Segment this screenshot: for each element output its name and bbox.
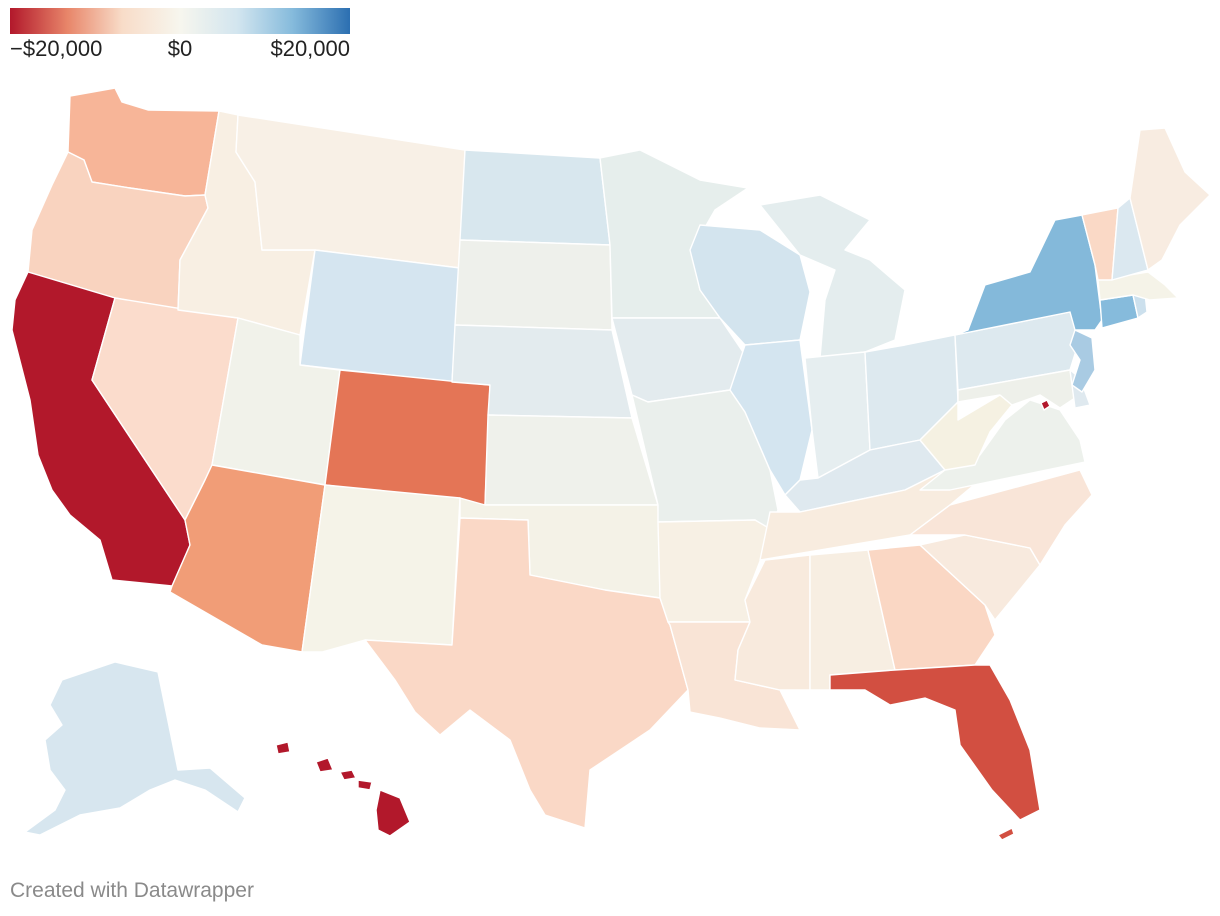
state-DC[interactable]	[1040, 399, 1051, 411]
legend-mid-label: $0	[167, 36, 193, 61]
state-FL-keys[interactable]	[997, 827, 1015, 841]
state-KS[interactable]	[484, 414, 659, 506]
legend-color-bar	[10, 8, 350, 34]
state-NC[interactable]	[909, 469, 1093, 566]
state-ME[interactable]	[1129, 127, 1211, 271]
state-FL[interactable]	[829, 664, 1041, 821]
legend-min-label: −$20,000	[10, 36, 103, 61]
state-TX[interactable]	[364, 517, 689, 829]
state-CO[interactable]	[324, 369, 491, 506]
state-AK[interactable]	[24, 661, 246, 836]
state-NJ[interactable]	[1069, 329, 1096, 393]
state-NM[interactable]	[301, 484, 461, 653]
state-SD[interactable]	[454, 239, 613, 331]
state-HI-kauai[interactable]	[275, 741, 291, 755]
state-MI[interactable]	[759, 194, 906, 359]
state-HI-oahu[interactable]	[315, 757, 334, 773]
state-VT[interactable]	[1081, 207, 1119, 281]
datawrapper-credit: Created with Datawrapper	[10, 879, 254, 902]
state-CT[interactable]	[1099, 294, 1139, 329]
state-MO[interactable]	[631, 389, 779, 531]
legend-max-label: $20,000	[270, 36, 350, 61]
state-IA[interactable]	[611, 317, 746, 403]
state-HI-big[interactable]	[375, 789, 411, 837]
state-NY[interactable]	[954, 214, 1103, 336]
state-WY[interactable]	[299, 249, 461, 383]
color-legend: −$20,000 $0 $20,000	[10, 8, 350, 66]
state-MT[interactable]	[235, 114, 466, 269]
legend-labels: −$20,000 $0 $20,000	[10, 36, 350, 66]
state-HI-maui[interactable]	[339, 769, 357, 781]
state-HI-molokai[interactable]	[357, 779, 373, 791]
state-ND[interactable]	[459, 149, 611, 246]
